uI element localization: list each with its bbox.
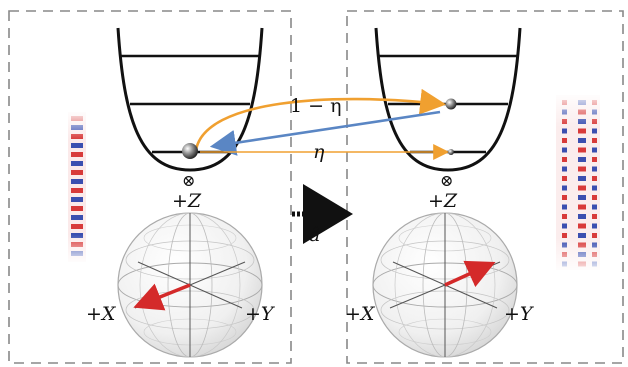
left-potential-well [116, 27, 264, 172]
left-bloch-sphere [117, 212, 263, 358]
left-y-label: +Y [245, 303, 276, 325]
left-x-label: +X [86, 303, 117, 325]
right-z-label: +Z [428, 190, 458, 212]
blue-return-arrow [209, 110, 441, 156]
upper-arrow-label: 1 − η [290, 95, 341, 117]
right-y-label: +Y [504, 303, 535, 325]
right-excited-ball [445, 98, 457, 110]
left-z-label: +Z [172, 190, 202, 212]
right-ground-ball [448, 149, 454, 155]
right-bloch-sphere [372, 212, 518, 358]
right-x-label: +X [345, 303, 376, 325]
orange-upper-arrow [194, 88, 447, 151]
right-wigner-pattern [550, 90, 606, 275]
left-wigner-pattern [64, 108, 90, 266]
left-frame [8, 10, 292, 364]
right-tensor-symbol: ⊗ [440, 171, 453, 190]
operator-label: â [309, 224, 320, 246]
left-tensor-symbol: ⊗ [182, 171, 195, 190]
left-ground-ball [182, 143, 198, 159]
lower-arrow-label: η [313, 141, 325, 163]
